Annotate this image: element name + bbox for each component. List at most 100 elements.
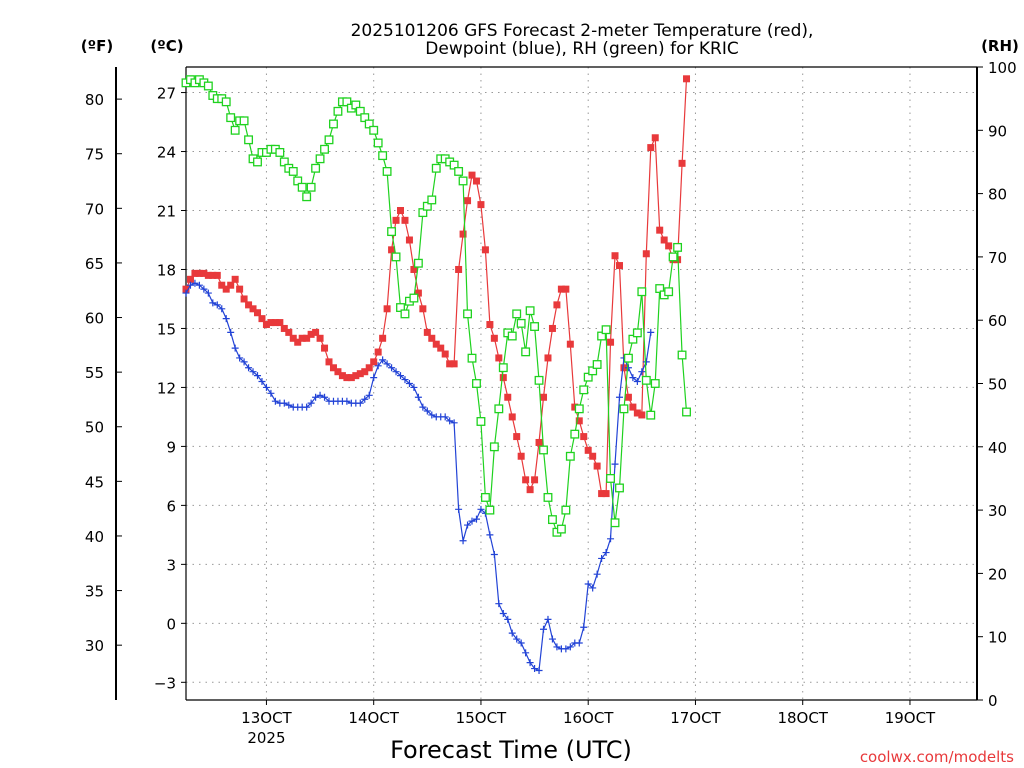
rh-point — [333, 106, 343, 116]
rh-point — [418, 208, 428, 218]
rh-point — [413, 258, 423, 268]
temperature-point — [405, 236, 413, 244]
dewpoint-point — [499, 610, 507, 618]
dewpoint-point — [584, 580, 592, 588]
temperature-point — [557, 285, 565, 293]
dewpoint-point — [245, 364, 253, 372]
rh-point — [324, 135, 334, 145]
x-tick-label: 14OCT — [348, 709, 399, 727]
temperature-point — [432, 340, 440, 348]
dewpoint-point — [526, 659, 534, 667]
rh-point — [565, 451, 575, 461]
dewpoint-point — [575, 639, 583, 647]
dewpoint-point — [321, 393, 329, 401]
temperature-point — [490, 334, 498, 342]
dewpoint-point — [477, 505, 485, 513]
dewpoint-point — [204, 289, 212, 297]
dewpoint-point — [195, 281, 203, 289]
celsius-tick-label: 24 — [157, 144, 176, 162]
dewpoint-point — [589, 584, 597, 592]
temperature-point — [285, 328, 293, 336]
dewpoint-point — [580, 623, 588, 631]
dewpoint-point — [633, 378, 641, 386]
rh-point — [329, 119, 338, 129]
temperature-point — [499, 374, 507, 382]
dewpoint-point — [343, 397, 351, 405]
dewpoint-point — [602, 549, 610, 557]
fahrenheit-tick-label: 30 — [85, 637, 104, 655]
dewpoint-point — [231, 344, 239, 352]
temperature-point — [276, 319, 284, 327]
rh-point — [275, 148, 285, 157]
dewpoint-line — [185, 282, 652, 672]
fahrenheit-tick-label: 80 — [85, 91, 104, 109]
temperature-point — [312, 328, 320, 336]
temperature-point — [620, 364, 628, 372]
temperature-point — [200, 269, 208, 277]
dewpoint-point — [513, 635, 521, 643]
dewpoint-point — [414, 393, 422, 401]
temperature-point — [182, 285, 190, 293]
rh-point — [382, 166, 392, 176]
dewpoint-point — [388, 364, 396, 372]
rh-tick-label: 80 — [988, 186, 1007, 204]
temperature-point — [262, 321, 270, 329]
rh-point — [494, 404, 504, 414]
temperature-point — [329, 364, 337, 372]
dewpoint-point — [553, 643, 561, 651]
rh-point — [476, 417, 486, 426]
temperature-point — [598, 490, 606, 498]
dewpoint-point — [236, 354, 244, 362]
dewpoint-point — [446, 417, 454, 425]
temperature-point — [347, 374, 355, 382]
temperature-point — [218, 281, 226, 289]
credit-label: coolwx.com/modelts — [860, 748, 1014, 766]
rh-point — [664, 287, 674, 297]
temperature-point — [615, 262, 623, 270]
temperature-point — [307, 330, 315, 338]
rh-tick-label: 30 — [988, 502, 1007, 520]
rh-tick-label: 0 — [988, 692, 998, 710]
dewpoint-point — [522, 649, 530, 657]
rh-point — [387, 227, 397, 237]
fahrenheit-tick-label: 75 — [85, 146, 104, 164]
fahrenheit-tick-label: 70 — [85, 200, 104, 218]
temperature-point — [343, 374, 351, 382]
celsius-tick-label: 6 — [166, 497, 176, 515]
dewpoint-point — [191, 279, 199, 287]
temperature-point — [294, 338, 302, 346]
temperature-point — [209, 271, 217, 279]
rh-point — [422, 201, 432, 211]
rh-point — [619, 404, 629, 414]
temperature-point — [633, 409, 641, 417]
temperature-point — [504, 393, 512, 401]
rh-point — [597, 331, 607, 341]
temperature-point — [186, 275, 194, 283]
temperature-point — [678, 159, 686, 167]
dewpoint-point — [540, 625, 548, 633]
rh-point — [677, 350, 687, 360]
dewpoint-point — [209, 299, 217, 307]
rh-point — [516, 318, 526, 328]
dewpoint-point — [383, 360, 391, 368]
dewpoint-point — [280, 399, 288, 407]
temperature-point — [548, 324, 556, 332]
temperature-point — [553, 301, 561, 309]
fahrenheit-tick-label: 55 — [85, 364, 104, 382]
temperature-point — [660, 236, 668, 244]
fahrenheit-tick-label: 50 — [85, 419, 104, 437]
dewpoint-point — [629, 374, 637, 382]
dewpoint-point — [598, 554, 606, 562]
dewpoint-point — [615, 393, 623, 401]
rh-point — [253, 157, 262, 167]
dewpoint-point — [611, 460, 619, 468]
celsius-tick-label: 9 — [166, 438, 176, 456]
rh-point — [239, 116, 249, 126]
rh-point — [507, 331, 517, 341]
rh-point — [632, 328, 642, 338]
dewpoint-point — [544, 615, 552, 623]
rh-point — [615, 483, 624, 493]
temperature-point — [249, 305, 257, 313]
rh-point — [628, 334, 638, 344]
